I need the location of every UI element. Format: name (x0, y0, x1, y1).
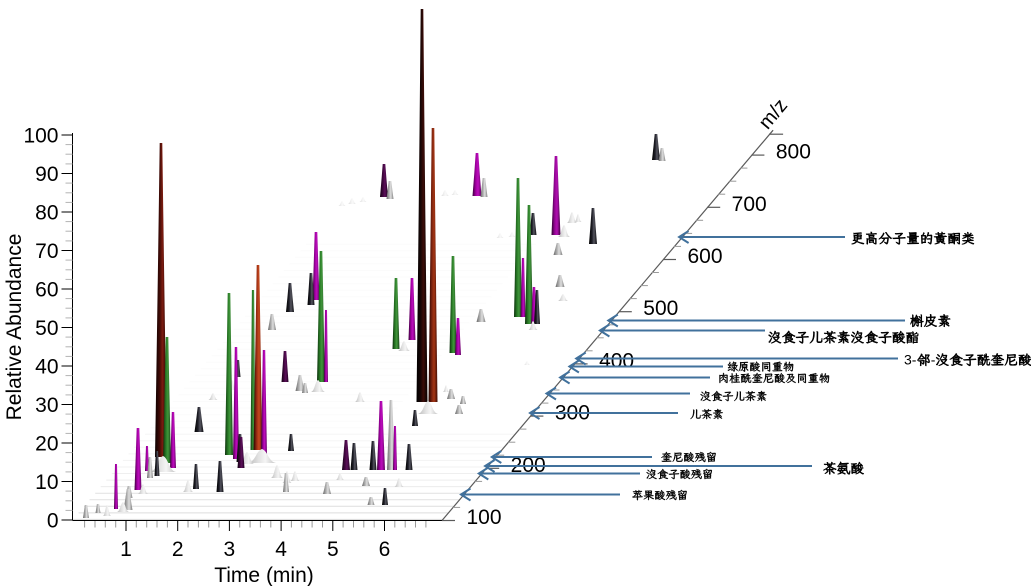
svg-text:3: 3 (224, 538, 236, 561)
svg-text:80: 80 (35, 202, 58, 225)
svg-text:90: 90 (35, 163, 58, 186)
svg-text:70: 70 (35, 240, 58, 263)
svg-text:3-: 3- (904, 352, 917, 368)
svg-text:60: 60 (35, 279, 58, 302)
svg-text:400: 400 (599, 349, 634, 372)
svg-text:700: 700 (732, 193, 767, 216)
svg-text:Relative Abundance: Relative Abundance (3, 234, 26, 421)
svg-text:-: - (931, 352, 936, 368)
svg-text:2: 2 (172, 538, 184, 561)
svg-text:50: 50 (35, 317, 58, 340)
svg-text:500: 500 (643, 297, 678, 320)
svg-text:40: 40 (35, 356, 58, 379)
svg-text:0: 0 (47, 510, 59, 533)
svg-text:600: 600 (687, 245, 722, 268)
svg-text:10: 10 (35, 471, 58, 494)
svg-text:4: 4 (275, 538, 287, 561)
svg-text:30: 30 (35, 394, 58, 417)
svg-text:100: 100 (466, 506, 501, 529)
svg-text:6: 6 (379, 538, 391, 561)
svg-text:1: 1 (120, 538, 132, 561)
svg-text:100: 100 (23, 125, 58, 148)
svg-text:800: 800 (776, 141, 811, 164)
svg-text:Time (min): Time (min) (214, 564, 314, 586)
svg-text:5: 5 (327, 538, 339, 561)
svg-text:20: 20 (35, 433, 58, 456)
